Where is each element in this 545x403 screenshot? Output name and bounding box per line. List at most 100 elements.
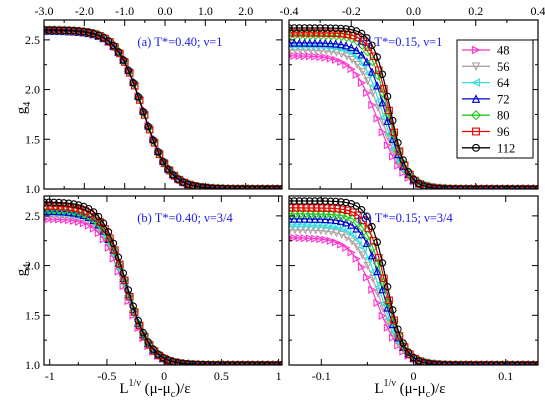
data-point-112	[84, 28, 93, 37]
data-point-48	[300, 234, 309, 243]
series-line-64	[44, 212, 282, 365]
data-point-96	[400, 343, 409, 351]
data-point-48	[300, 52, 309, 61]
data-point-112	[342, 25, 350, 33]
data-point-112	[383, 92, 392, 101]
data-point-112	[149, 136, 157, 144]
data-point-112	[60, 26, 68, 35]
x-tick-label: -0.2	[342, 4, 361, 18]
x-label-mid: (μ-μ	[141, 381, 171, 397]
legend-item-48: 48	[462, 44, 510, 58]
data-point-112	[55, 26, 63, 34]
legend-label: 64	[497, 76, 510, 90]
data-point-112	[414, 357, 423, 365]
y-label-main: g	[14, 106, 30, 114]
legend-marker-64	[471, 78, 480, 87]
series-line-48	[289, 237, 538, 365]
data-point-112	[352, 202, 361, 210]
data-point-112	[430, 360, 438, 365]
data-point-72	[300, 38, 309, 47]
data-point-112	[300, 197, 309, 205]
data-point-56	[353, 60, 362, 70]
data-point-112	[99, 219, 108, 227]
data-point-56	[306, 226, 315, 235]
panel-b: 1.0 1.5 2.0 2.5 -1 -0.5 0 0.5 1 (b) T*=0.40; ν=3/…	[25, 195, 283, 383]
data-point-56	[322, 227, 331, 236]
data-point-72	[290, 38, 299, 47]
data-point-72	[321, 38, 330, 47]
legend-item-72: 72	[462, 92, 510, 106]
data-point-56	[327, 228, 336, 237]
data-point-56	[332, 229, 341, 238]
data-point-112	[331, 24, 340, 32]
y-tick-label: 2.5	[25, 33, 40, 47]
data-point-64	[358, 243, 367, 252]
x-label-sub: c	[171, 389, 176, 400]
data-point-112	[373, 238, 381, 246]
data-point-112	[373, 53, 381, 61]
data-point-64	[348, 230, 357, 239]
data-point-112	[129, 78, 138, 87]
data-point-112	[89, 208, 98, 216]
data-point-72	[367, 251, 377, 260]
data-point-96	[135, 321, 144, 330]
series-line-112	[289, 27, 538, 189]
data-point-64	[363, 254, 373, 263]
data-point-112	[368, 41, 376, 49]
data-point-48	[331, 55, 341, 64]
data-point-112	[295, 197, 304, 205]
data-point-56	[358, 251, 367, 260]
data-point-112	[316, 197, 324, 205]
data-point-48	[368, 285, 377, 294]
data-point-112	[378, 70, 387, 78]
data-point-112	[321, 24, 330, 32]
data-point-96	[291, 204, 300, 212]
data-point-56	[316, 226, 325, 236]
data-point-96	[385, 296, 393, 305]
y-tick-label: 2.0	[25, 83, 40, 97]
data-point-112	[347, 25, 355, 34]
data-point-112	[331, 197, 340, 206]
data-point-72	[336, 40, 345, 49]
data-point-112	[164, 356, 172, 364]
data-point-96	[312, 29, 321, 37]
data-point-96	[121, 58, 129, 66]
data-point-112	[124, 66, 133, 75]
data-point-64	[332, 223, 341, 232]
data-point-112	[169, 171, 177, 179]
series-line-80	[44, 208, 282, 365]
data-point-112	[94, 212, 103, 221]
data-point-48	[342, 60, 351, 69]
data-point-96	[111, 43, 119, 51]
data-point-48	[363, 88, 372, 98]
data-point-48	[347, 248, 356, 257]
data-point-112	[159, 157, 167, 166]
data-point-96	[385, 106, 393, 115]
data-point-112	[154, 350, 162, 358]
data-point-112	[149, 345, 157, 353]
data-point-48	[316, 235, 325, 244]
data-point-48	[331, 238, 341, 247]
data-point-96	[364, 224, 373, 233]
data-point-48	[295, 51, 304, 61]
x-tick-label: 0.5	[214, 369, 229, 383]
data-point-112	[193, 182, 202, 189]
data-point-72	[310, 214, 320, 223]
data-point-72	[331, 215, 340, 224]
x-tick-label: -0.4	[280, 4, 299, 18]
data-point-112	[300, 24, 309, 32]
data-point-96	[116, 49, 124, 58]
data-point-112	[184, 180, 192, 188]
data-point-96	[317, 204, 326, 212]
data-point-112	[420, 182, 428, 189]
data-point-72	[326, 39, 335, 48]
data-point-64	[384, 130, 393, 139]
data-point-56	[363, 77, 372, 86]
x-axis-label-right: L1/ν (μ-μc)/ε	[374, 378, 445, 400]
data-point-112	[430, 184, 438, 189]
panel-title: (c) T*=0.15, ν=1	[358, 35, 443, 49]
data-point-80	[336, 210, 347, 221]
panel-a: 1.0 1.5 2.0 2.5 -3.0 -2.0 -1.0 0.0 1.0 2.0 (a) T*=…	[25, 4, 283, 196]
data-point-56	[358, 67, 367, 77]
